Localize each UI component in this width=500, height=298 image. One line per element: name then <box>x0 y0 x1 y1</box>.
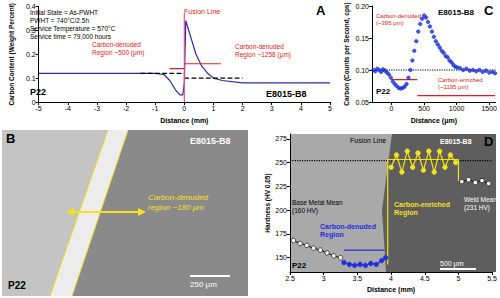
svg-text:Weld Mean: Weld Mean <box>464 196 497 203</box>
svg-text:Carbon-denuded: Carbon-denuded <box>148 193 209 202</box>
svg-text:Hardness (HV 0.05): Hardness (HV 0.05) <box>264 173 272 232</box>
svg-text:(231 HV): (231 HV) <box>464 204 490 212</box>
svg-text:-4: -4 <box>65 105 71 112</box>
svg-text:region ~180 μm: region ~180 μm <box>148 203 204 212</box>
svg-text:E8015-B8: E8015-B8 <box>440 138 472 145</box>
svg-text:Distance (mm): Distance (mm) <box>160 117 208 125</box>
svg-text:5.5: 5.5 <box>487 275 497 282</box>
svg-text:Region: Region <box>394 209 418 217</box>
svg-text:1: 1 <box>211 105 215 112</box>
svg-text:(~395 μm): (~395 μm) <box>376 20 404 26</box>
svg-text:E8015-B8: E8015-B8 <box>266 89 307 99</box>
svg-text:Distance (mm): Distance (mm) <box>367 286 415 294</box>
svg-text:0: 0 <box>390 105 394 112</box>
svg-text:Fusion Line: Fusion Line <box>350 137 386 144</box>
svg-text:Distance (μm): Distance (μm) <box>411 117 457 125</box>
svg-text:Carbon (Counts per Second, cps: Carbon (Counts per Second, cps) <box>343 2 351 105</box>
svg-text:0.10: 0.10 <box>355 67 369 74</box>
svg-text:4: 4 <box>299 105 303 112</box>
svg-text:225: 225 <box>275 183 287 190</box>
svg-text:500 μm: 500 μm <box>440 260 464 268</box>
svg-text:C: C <box>484 3 494 18</box>
svg-text:Service time = 79,000 hours: Service time = 79,000 hours <box>30 33 112 40</box>
svg-text:A: A <box>316 3 326 18</box>
svg-text:-3: -3 <box>94 105 100 112</box>
svg-text:-2: -2 <box>123 105 129 112</box>
svg-text:Base Metal Mean: Base Metal Mean <box>292 199 343 206</box>
svg-text:3: 3 <box>322 275 326 282</box>
svg-text:175: 175 <box>275 230 287 237</box>
svg-text:250 μm: 250 μm <box>190 280 217 289</box>
svg-text:2.5: 2.5 <box>285 275 295 282</box>
svg-text:(~1195 μm): (~1195 μm) <box>438 84 469 90</box>
svg-text:B: B <box>6 131 15 146</box>
svg-text:Carbon-enriched: Carbon-enriched <box>394 201 450 208</box>
svg-text:2: 2 <box>241 105 245 112</box>
svg-text:0.2: 0.2 <box>26 51 36 58</box>
svg-text:3: 3 <box>270 105 274 112</box>
svg-text:P22: P22 <box>30 87 46 97</box>
svg-text:P22: P22 <box>376 87 391 96</box>
svg-text:3.5: 3.5 <box>353 275 363 282</box>
svg-text:Region: Region <box>320 231 344 239</box>
svg-text:P22: P22 <box>8 280 26 291</box>
svg-text:(160 HV): (160 HV) <box>292 207 318 215</box>
svg-text:1500: 1500 <box>481 105 497 112</box>
svg-text:PWHT = 740°C/2.5h: PWHT = 740°C/2.5h <box>30 17 89 24</box>
svg-text:0.1: 0.1 <box>26 75 36 82</box>
svg-text:0: 0 <box>31 98 36 106</box>
svg-text:E8015-B8: E8015-B8 <box>190 136 231 146</box>
svg-text:200: 200 <box>275 207 287 214</box>
svg-text:-5: -5 <box>36 105 42 112</box>
svg-text:5: 5 <box>456 275 460 282</box>
svg-text:-1: -1 <box>152 105 158 112</box>
svg-text:D: D <box>484 134 493 149</box>
svg-text:Region ~500 (μm): Region ~500 (μm) <box>92 49 144 57</box>
svg-text:0.05: 0.05 <box>355 99 369 106</box>
svg-text:500: 500 <box>418 105 430 112</box>
svg-text:P22: P22 <box>292 261 307 270</box>
svg-text:1000: 1000 <box>449 105 465 112</box>
svg-text:275: 275 <box>275 135 287 142</box>
svg-text:0.20: 0.20 <box>355 3 369 10</box>
svg-text:5: 5 <box>328 105 332 112</box>
svg-text:E8015-B8: E8015-B8 <box>438 8 475 17</box>
svg-text:4: 4 <box>389 275 393 282</box>
svg-text:0.15: 0.15 <box>355 35 369 42</box>
svg-text:0: 0 <box>182 105 186 112</box>
svg-text:0.4: 0.4 <box>25 2 36 10</box>
svg-text:Carbon-denuded: Carbon-denuded <box>92 41 141 48</box>
svg-text:4.5: 4.5 <box>420 275 430 282</box>
svg-text:Initial State = As-PWHT: Initial State = As-PWHT <box>30 9 98 16</box>
svg-text:Carbon-enriched: Carbon-enriched <box>438 77 483 83</box>
svg-text:Carbon-denuded: Carbon-denuded <box>376 13 421 19</box>
svg-text:Carbon Content (Weight Percent: Carbon Content (Weight Percent) <box>8 3 16 105</box>
svg-text:250: 250 <box>275 159 287 166</box>
svg-text:Fusion Line: Fusion Line <box>184 8 220 15</box>
svg-text:Carbon-denuded: Carbon-denuded <box>320 223 376 230</box>
svg-text:Service Temperature = 570°C: Service Temperature = 570°C <box>30 25 116 33</box>
svg-text:150: 150 <box>275 254 287 261</box>
svg-text:Carbon-denuded: Carbon-denuded <box>235 43 284 50</box>
svg-text:Region ~1258 (μm): Region ~1258 (μm) <box>235 51 291 59</box>
